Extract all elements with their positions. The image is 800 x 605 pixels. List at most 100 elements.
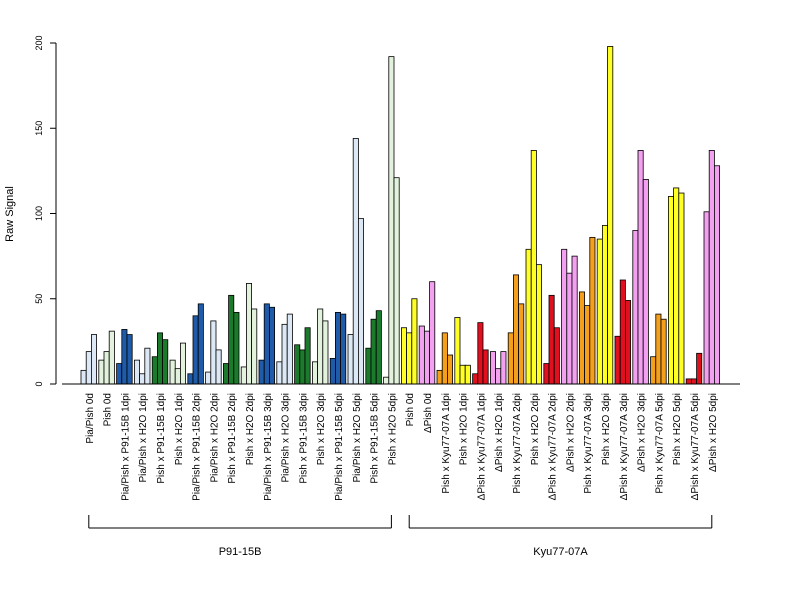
x-tick-label: Pish x H2O 5dpi [387, 393, 398, 465]
x-tick-label: Pish x Kyu77-07A 2dpi [512, 393, 523, 494]
bar [317, 308, 324, 385]
bar [329, 358, 336, 385]
bar [215, 349, 222, 385]
bar-group [632, 150, 649, 385]
bar-group [668, 187, 685, 385]
x-tick-label: Pish x Kyu77-07A 5dpi [654, 393, 665, 494]
bar [162, 339, 169, 385]
x-tick-label: Pish x H2O 1dpi [459, 393, 470, 465]
x-axis-labels: Pia/Pish 0d Pish 0d Pia/Pish x P91-15B 1dp… [85, 393, 719, 501]
y-tick-label: 200 [34, 35, 44, 50]
bar [632, 230, 639, 385]
y-tick-label: 50 [34, 294, 44, 304]
bar [144, 347, 151, 385]
bar-group [80, 334, 98, 385]
bar [691, 378, 698, 385]
bar [714, 165, 721, 385]
bar-group [507, 274, 525, 385]
bar-group [472, 322, 489, 385]
bar-group [329, 311, 347, 385]
x-tick-label: ΔPish x H2O 2dpi [565, 393, 576, 472]
bar [281, 323, 288, 385]
x-tick-label: Pia/Pish x H2O 2dpi [209, 393, 220, 483]
bar-group [116, 329, 133, 385]
group-brackets: P91-15B Kyu77-07A [88, 515, 713, 558]
bar [708, 150, 715, 385]
bar [251, 308, 258, 385]
bar [258, 359, 265, 385]
x-tick-label: Pish x Kyu77-07A 1dpi [441, 393, 452, 494]
bar [513, 274, 520, 385]
bar [365, 347, 372, 385]
x-tick-label: Pish x H2O 5dpi [672, 393, 683, 465]
y-tick-label: 150 [34, 121, 44, 136]
bar [668, 196, 675, 385]
bar [495, 368, 502, 385]
bar [304, 327, 311, 385]
bar-group [187, 303, 204, 385]
bar [406, 332, 413, 385]
bar [174, 368, 181, 385]
bar [340, 313, 347, 385]
bars [80, 46, 721, 385]
bar [245, 283, 252, 385]
group-bracket-label: P91-15B [219, 546, 262, 558]
bar-group [489, 351, 507, 385]
x-tick-label: ΔPish x Kyu77-07A 2dpi [548, 393, 559, 500]
x-tick-label: Pia/Pish 0d [85, 393, 96, 444]
bar [205, 371, 212, 385]
y-tick-label: 100 [34, 206, 44, 221]
bar [561, 248, 568, 385]
bar [637, 150, 644, 385]
x-tick-label: Pia/Pish x P91-15B 5dpi [334, 393, 345, 501]
bar [179, 342, 186, 385]
bar [548, 294, 555, 385]
bar [614, 335, 621, 385]
bar [678, 192, 685, 385]
x-tick-label: Pish x H2O 2dpi [530, 393, 541, 465]
bar [375, 310, 382, 385]
bar [240, 366, 247, 385]
bar [518, 303, 525, 385]
bar [703, 211, 710, 385]
bar-group [222, 294, 240, 385]
bar [685, 378, 692, 385]
bar-group [98, 330, 115, 385]
bar-group [365, 310, 382, 385]
x-tick-label: Pish x Kyu77-07A 3dpi [583, 393, 594, 494]
bar-group [276, 313, 293, 385]
bar [655, 313, 662, 385]
bar [169, 359, 176, 385]
bar [696, 352, 703, 385]
bar-group [418, 281, 436, 385]
bar-group [400, 298, 418, 385]
bar [525, 248, 532, 385]
bar-group [311, 308, 329, 385]
bar [276, 361, 283, 385]
bar [400, 327, 407, 385]
bar [192, 315, 199, 385]
bar [370, 318, 377, 385]
bar [454, 317, 461, 385]
bar [543, 363, 550, 385]
bar-group [240, 283, 258, 385]
bar [607, 46, 614, 385]
x-tick-label: ΔPish x Kyu77-07A 3dpi [619, 393, 630, 500]
bar [589, 236, 596, 385]
y-axis: 0 50 100 150 200 [34, 35, 57, 387]
bar [459, 364, 466, 385]
bar [85, 351, 92, 385]
bar-group [347, 138, 364, 385]
bar [423, 330, 430, 385]
bar [299, 349, 306, 385]
bar [464, 364, 471, 385]
bar-group [436, 332, 453, 385]
bar-group [205, 320, 222, 385]
x-tick-label: Pia/Pish x H2O 3dpi [281, 393, 292, 483]
bar [233, 311, 240, 385]
bar [571, 255, 578, 385]
bar [334, 311, 341, 385]
bar [151, 356, 158, 385]
